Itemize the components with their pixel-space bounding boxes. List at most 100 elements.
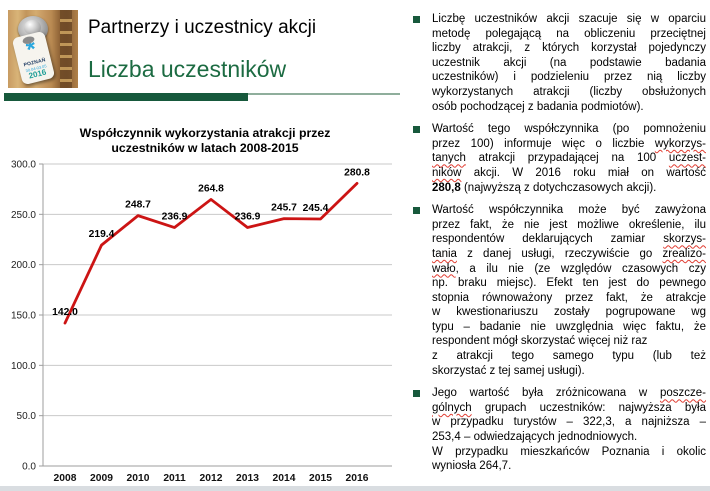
bullet-text-line: respondentów deklarujących zamiar skorzy… xyxy=(432,232,706,247)
text-segment: akcji. W 2016 roku miał on wartość xyxy=(461,166,706,179)
bullet-square-icon xyxy=(413,207,420,215)
hanger-tag: * POZNAŃ 30.04-03.05 2016 xyxy=(11,30,56,86)
bullet-text-line: 253,4 – odwiedzających jednodniowych. xyxy=(432,430,706,445)
text-segment: Wartość tego współczynnika (po pomnożeni… xyxy=(432,123,706,136)
text-segment: , a ilu nie (ze względów czasowych czy xyxy=(455,262,706,275)
text-segment: skorzystać z tej samej usługi). xyxy=(432,364,585,377)
bullet-text-line: Wartość współczynnika może być zawyżona xyxy=(432,203,706,218)
text-segment: uczestnik akcji (na podstawie badania xyxy=(432,56,706,69)
text-segment: Wartość współczynnika może być zawyżona xyxy=(432,204,706,217)
y-axis-label: 300.0 xyxy=(11,160,36,171)
misspelled-word: wykorzys- xyxy=(654,137,706,150)
y-axis-label: 250.0 xyxy=(11,210,36,221)
bullet-text-line: przez 100) informuje więc o liczbie wyko… xyxy=(432,137,706,152)
text-segment: stopnia równoważony przez fakt, że atrak… xyxy=(432,291,706,304)
bullet-text-line: uczestników) i podzieleniu przez nią lic… xyxy=(432,70,706,85)
x-axis-label: 2008 xyxy=(54,473,77,484)
text-segment: atrakcji przypadającej na 100 xyxy=(465,152,669,165)
y-axis-label: 0.0 xyxy=(22,462,36,473)
misspelled-word: gólnych xyxy=(432,401,472,414)
text-segment: 253,4 – odwiedzających jednodniowych. xyxy=(432,431,638,444)
bullet-text-line: w kwestionariuszu zostały pogrupowane wg xyxy=(432,305,706,320)
text-segment: typu – badanie nie uwzględnia więc faktu… xyxy=(432,320,706,333)
text-segment: W przypadku mieszkańców Poznania i okoli… xyxy=(432,445,706,458)
x-axis-label: 2012 xyxy=(200,473,223,484)
bullet-text-line: metodę polegającą na obliczeniu przecięt… xyxy=(432,27,706,42)
text-segment: grupach uczestników: najwyższa była xyxy=(471,401,706,414)
bullet-text: Liczbę uczestników akcji szacuje się w o… xyxy=(432,12,706,114)
data-label: 280.8 xyxy=(344,167,370,178)
bullet-item: Liczbę uczestników akcji szacuje się w o… xyxy=(412,12,706,114)
y-axis-label: 50.0 xyxy=(17,411,37,422)
text-segment: w przypadku turystów – 322,3, a najniższ… xyxy=(432,416,706,429)
x-axis-label: 2009 xyxy=(90,473,113,484)
x-axis-label: 2014 xyxy=(273,473,296,484)
bullet-square-icon xyxy=(413,126,420,134)
door-hanger-photo: * POZNAŃ 30.04-03.05 2016 xyxy=(8,10,78,88)
bullet-text-line: W przypadku mieszkańców Poznania i okoli… xyxy=(432,445,706,460)
bullet-item: Jego wartość była zróżnicowana w poszcze… xyxy=(412,386,706,474)
chart-title-line-1: Współczynnik wykorzystania atrakcji prze… xyxy=(79,126,331,140)
text-segment: w kwestionariuszu zostały pogrupowane wg xyxy=(432,306,706,319)
text-segment: Liczbę uczestników akcji szacuje się w o… xyxy=(432,13,706,25)
text-segment: przez 100) informuje więc o liczbie xyxy=(432,137,655,150)
bullet-text-line: stopnia równoważony przez fakt, że atrak… xyxy=(432,291,706,306)
bullet-text-line: tania z danej usługi, rzeczywiście go zr… xyxy=(432,247,706,262)
slide-title: Partnerzy i uczestnicy akcji xyxy=(88,17,317,38)
bullet-text: Wartość współczynnika może być zawyżona p… xyxy=(432,203,706,378)
bottom-edge-strip xyxy=(0,486,710,491)
bullet-text-line: 280,8 (najwyższą z dotychczasowych akcji… xyxy=(432,181,706,196)
bullet-text-line: przez fakt, że nie jest możliwe określen… xyxy=(432,218,706,233)
bullet-list: Liczbę uczestników akcji szacuje się w o… xyxy=(412,12,706,482)
bullet-text-line: Wartość tego współczynnika (po pomnożeni… xyxy=(432,122,706,137)
series-line xyxy=(63,181,359,325)
text-segment: przez fakt, że nie jest możliwe określen… xyxy=(432,218,706,231)
bullet-text-line: w przypadku turystów – 322,3, a najniższ… xyxy=(432,415,706,430)
misspelled-word: tanych xyxy=(432,152,466,165)
bullet-text-line: skorzystać z tej samej usługi). xyxy=(432,364,706,379)
bullet-text-line: gólnych grupach uczestników: najwyższa b… xyxy=(432,401,706,416)
y-axis-label: 150.0 xyxy=(11,311,36,322)
bullet-text-line: uczestnik akcji (na podstawie badania xyxy=(432,56,706,71)
text-segment: np. braku miejsc). Efekt ten jest do pew… xyxy=(432,277,706,290)
data-label: 248.7 xyxy=(125,200,151,211)
x-axis-label: 2015 xyxy=(309,473,332,484)
text-segment: wyniosła 264,7. xyxy=(432,460,512,473)
text-segment: osób pochodzącej z badania podmiotów). xyxy=(432,100,644,113)
text-segment: uczestników) i podzieleniu przez nią lic… xyxy=(432,71,706,84)
bullet-text-line: Jego wartość była zróżnicowana w poszcze… xyxy=(432,386,706,401)
misspelled-word: skorzys- xyxy=(663,233,706,246)
text-segment: wykorzystanych atrakcji (liczby obsłużon… xyxy=(432,85,706,98)
bullet-text-line: Liczbę uczestników akcji szacuje się w o… xyxy=(432,12,706,27)
misspelled-word: tania xyxy=(432,247,457,260)
misspelled-word: wało xyxy=(432,262,456,275)
bullet-text-line: wyniosła 264,7. xyxy=(432,459,706,474)
misspelled-word: uczest- xyxy=(668,152,706,165)
x-axis-label: 2016 xyxy=(346,473,369,484)
bullet-square-icon xyxy=(413,390,420,398)
title-divider-bar xyxy=(4,93,248,101)
attraction-usage-chart: Współczynnik wykorzystania atrakcji prze… xyxy=(10,120,400,488)
bullet-text: Wartość tego współczynnika (po pomnożeni… xyxy=(432,122,706,195)
bullet-text-line: liczby atrakcji, z których korzystał poj… xyxy=(432,41,706,56)
bullet-text-line: typu – badanie nie uwzględnia więc faktu… xyxy=(432,320,706,335)
misspelled-word: zrealizo- xyxy=(662,247,706,260)
bullet-text-line: wykorzystanych atrakcji (liczby obsłużon… xyxy=(432,85,706,100)
data-label: 264.8 xyxy=(198,183,224,194)
data-label: 236.9 xyxy=(235,212,261,223)
text-segment: z danej usługi, rzeczywiście go xyxy=(456,247,663,260)
bullet-item: Wartość współczynnika może być zawyżona p… xyxy=(412,203,706,378)
bullet-item: Wartość tego współczynnika (po pomnożeni… xyxy=(412,122,706,195)
text-segment: metodę polegającą na obliczeniu przecięt… xyxy=(432,27,706,40)
text-segment: z atrakcji tego samego typu (lub też xyxy=(432,350,706,363)
door-frame-edge xyxy=(60,10,72,88)
bullet-text-line: np. braku miejsc). Efekt ten jest do pew… xyxy=(432,276,706,291)
x-axis-label: 2011 xyxy=(163,473,186,484)
data-label: 219.4 xyxy=(89,229,115,240)
text-segment: 280,8 xyxy=(432,181,461,194)
y-axis-label: 200.0 xyxy=(11,260,36,271)
text-segment: liczby atrakcji, z których korzystał poj… xyxy=(432,42,706,55)
slide-subtitle: Liczba uczestników xyxy=(88,56,287,82)
chart-title: Współczynnik wykorzystania atrakcji prze… xyxy=(10,120,400,156)
chart-title-line-2: uczestników w latach 2008-2015 xyxy=(111,141,299,155)
